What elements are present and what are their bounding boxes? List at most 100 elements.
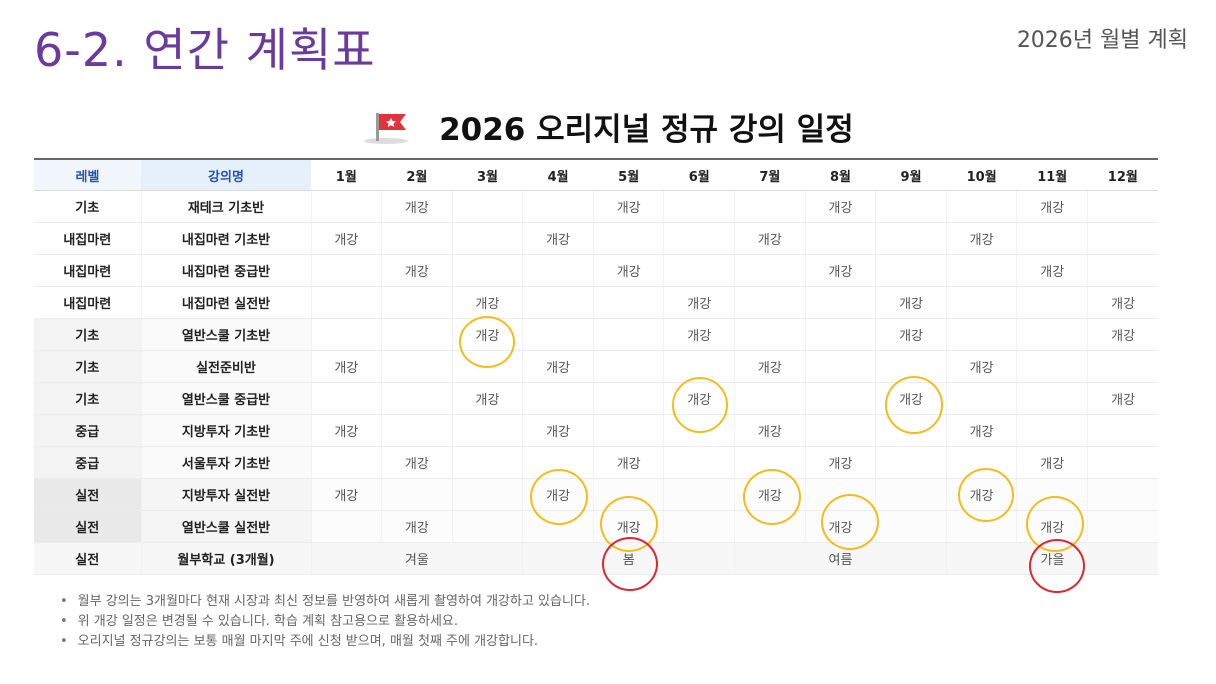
cell-month xyxy=(451,222,523,255)
cell-month xyxy=(1016,222,1088,255)
cell-level: 기초 xyxy=(34,350,141,383)
cell-level: 기초 xyxy=(34,382,141,415)
cell-course-name: 내집마련 실전반 xyxy=(140,286,311,319)
cell-course-name: 지방투자 기초반 xyxy=(140,414,311,447)
cell-month xyxy=(804,350,876,383)
cell-month xyxy=(875,254,947,287)
cell-month xyxy=(875,222,947,255)
cell-month: 개강 xyxy=(945,350,1017,383)
cell-month: 개강 xyxy=(522,222,594,255)
header-level: 레벨 xyxy=(34,158,141,191)
cell-course-name: 서울투자 기초반 xyxy=(140,446,311,479)
cell-month xyxy=(734,190,806,223)
cell-month xyxy=(663,510,735,543)
cell-month xyxy=(592,318,664,351)
cell-month: 개강 xyxy=(592,446,664,479)
cell-level: 기초 xyxy=(34,318,141,351)
cell-month xyxy=(522,286,594,319)
cell-month xyxy=(1087,350,1159,383)
cell-level: 중급 xyxy=(34,446,141,479)
cell-month xyxy=(1087,414,1159,447)
cell-month: 개강 xyxy=(734,414,806,447)
note-item: 오리지널 정규강의는 보통 매월 마지막 주에 신청 받으며, 매월 첫째 주에… xyxy=(60,632,590,652)
cell-month xyxy=(663,254,735,287)
cell-level: 내집마련 xyxy=(34,286,141,319)
header-month: 8월 xyxy=(805,158,876,191)
header-month: 1월 xyxy=(311,158,382,191)
cell-month xyxy=(945,382,1017,415)
cell-month xyxy=(451,414,523,447)
cell-month xyxy=(592,222,664,255)
cell-level: 실전 xyxy=(34,542,141,575)
cell-month xyxy=(734,382,806,415)
cell-level: 내집마련 xyxy=(34,222,141,255)
cell-month xyxy=(1087,190,1159,223)
cell-month xyxy=(734,286,806,319)
cell-month xyxy=(945,446,1017,479)
cell-month xyxy=(310,382,382,415)
cell-month: 개강 xyxy=(451,286,523,319)
cell-season: 겨울 xyxy=(310,542,523,575)
header-month: 12월 xyxy=(1087,158,1159,191)
cell-month xyxy=(734,510,806,543)
cell-month xyxy=(451,350,523,383)
cell-month: 개강 xyxy=(1087,382,1159,415)
cell-month: 개강 xyxy=(310,478,382,511)
cell-month xyxy=(804,222,876,255)
table-row: 실전 지방투자 실전반 개강 개강 개강 개강 xyxy=(34,478,1159,511)
header-month: 11월 xyxy=(1016,158,1088,191)
cell-month: 개강 xyxy=(1016,510,1088,543)
cell-month: 개강 xyxy=(804,446,876,479)
cell-month xyxy=(381,350,453,383)
cell-month: 개강 xyxy=(592,510,664,543)
cell-month: 개강 xyxy=(381,254,453,287)
cell-level: 실전 xyxy=(34,510,141,543)
cell-month xyxy=(381,478,453,511)
cell-month xyxy=(1016,414,1088,447)
cell-month: 개강 xyxy=(1087,286,1159,319)
cell-month xyxy=(945,254,1017,287)
cell-course-name: 내집마련 중급반 xyxy=(140,254,311,287)
cell-month: 개강 xyxy=(592,254,664,287)
table-row: 기초 재테크 기초반 개강 개강 개강 개강 xyxy=(34,190,1159,223)
header-month: 10월 xyxy=(946,158,1017,191)
cell-month: 개강 xyxy=(804,254,876,287)
cell-level: 중급 xyxy=(34,414,141,447)
cell-month xyxy=(734,254,806,287)
cell-month xyxy=(592,478,664,511)
cell-month xyxy=(381,414,453,447)
table-row: 중급 지방투자 기초반 개강 개강 개강 개강 xyxy=(34,414,1159,447)
flag-icon xyxy=(362,111,418,153)
header-month: 3월 xyxy=(452,158,523,191)
cell-month: 개강 xyxy=(734,478,806,511)
cell-month xyxy=(663,478,735,511)
cell-month xyxy=(310,286,382,319)
cell-month xyxy=(451,478,523,511)
header-month: 2월 xyxy=(381,158,453,191)
cell-month xyxy=(875,190,947,223)
cell-month: 개강 xyxy=(875,286,947,319)
cell-month xyxy=(1087,446,1159,479)
cell-month xyxy=(875,446,947,479)
cell-month: 개강 xyxy=(1016,190,1088,223)
header-month: 4월 xyxy=(522,158,594,191)
table-row: 중급 서울투자 기초반 개강 개강 개강 개강 xyxy=(34,446,1159,479)
cell-month: 개강 xyxy=(310,414,382,447)
cell-month xyxy=(451,254,523,287)
cell-month xyxy=(592,382,664,415)
slide-title: 6-2. 연간 계획표 xyxy=(34,23,376,77)
cell-month xyxy=(875,478,947,511)
cell-course-name: 열반스쿨 기초반 xyxy=(140,318,311,351)
cell-month: 개강 xyxy=(522,350,594,383)
cell-month xyxy=(381,318,453,351)
table-row: 실전 월부학교 (3개월) 겨울 봄 여름 가을 xyxy=(34,542,1159,575)
cell-month: 개강 xyxy=(381,190,453,223)
cell-month xyxy=(1087,222,1159,255)
table-row: 실전 열반스쿨 실전반 개강 개강 개강 개강 xyxy=(34,510,1159,543)
table-row: 기초 실전준비반 개강 개강 개강 개강 xyxy=(34,350,1159,383)
cell-month: 개강 xyxy=(945,414,1017,447)
cell-month: 개강 xyxy=(522,478,594,511)
table-row: 내집마련 내집마련 실전반 개강 개강 개강 개강 xyxy=(34,286,1159,319)
cell-month: 개강 xyxy=(381,510,453,543)
cell-month: 개강 xyxy=(310,350,382,383)
